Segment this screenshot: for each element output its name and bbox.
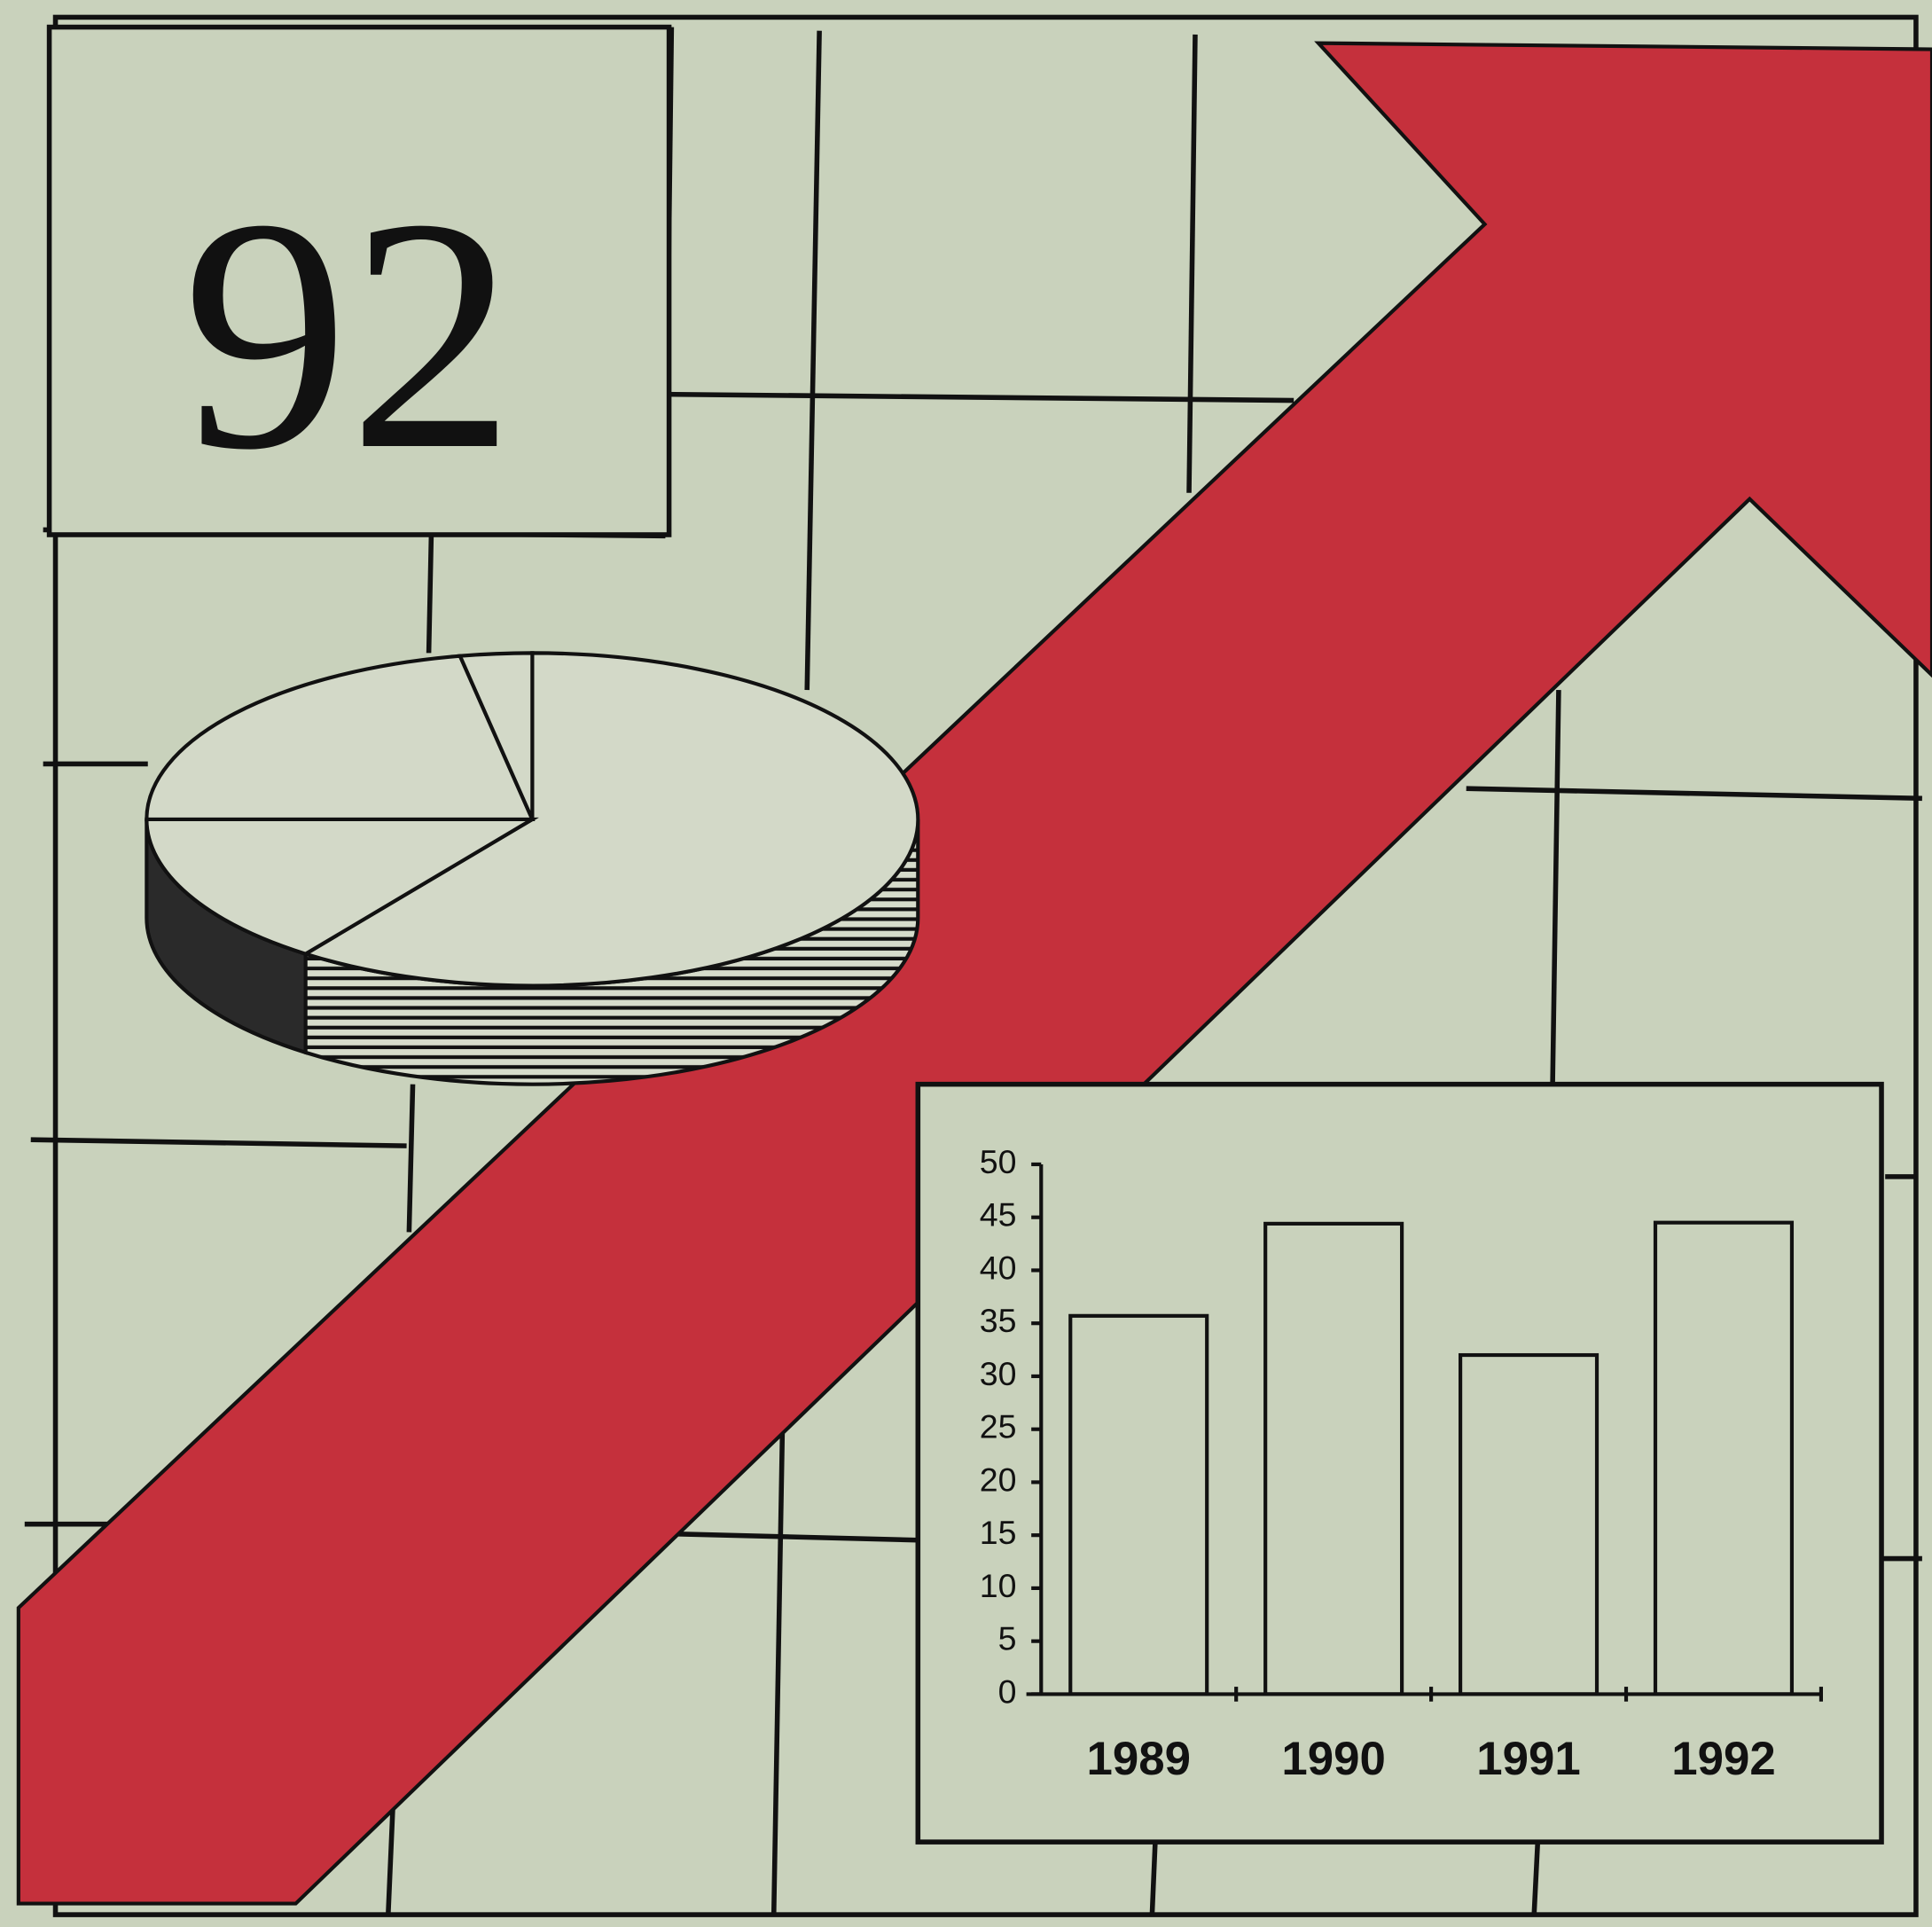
y-tick-label: 30 <box>980 1355 1017 1392</box>
bar-chart: 0 5 10 15 20 25 30 35 40 45 50 1989 1990 1991 1992 <box>980 1143 1824 1785</box>
bar <box>1068 1313 1209 1696</box>
bar <box>1653 1220 1795 1696</box>
y-tick-label: 50 <box>980 1143 1017 1180</box>
y-tick-label: 0 <box>998 1672 1017 1710</box>
y-tick-label: 25 <box>980 1408 1017 1445</box>
y-tick-label: 45 <box>980 1196 1017 1234</box>
bar-chart-panel <box>915 1081 1884 1845</box>
bar <box>1459 1352 1600 1696</box>
pie-slice <box>301 651 920 988</box>
y-tick-label: 5 <box>998 1620 1017 1657</box>
y-tick-label: 20 <box>980 1461 1017 1498</box>
y-tick-label: 35 <box>980 1302 1017 1339</box>
bar <box>1263 1221 1404 1696</box>
pie-chart <box>145 651 920 1086</box>
trend-arrow <box>16 41 1932 1906</box>
y-tick-label: 15 <box>980 1514 1017 1551</box>
pie-slice <box>145 654 536 822</box>
pie-slice <box>145 817 539 956</box>
year-box <box>46 24 672 537</box>
pie-slice <box>457 651 535 820</box>
x-tick-label: 1989 <box>1086 1733 1190 1785</box>
y-tick-label: 10 <box>980 1567 1017 1604</box>
x-tick-label: 1991 <box>1476 1733 1580 1785</box>
year-label: 92 <box>183 151 515 519</box>
x-tick-label: 1992 <box>1671 1733 1775 1785</box>
y-tick-label: 40 <box>980 1249 1017 1286</box>
x-tick-label: 1990 <box>1281 1733 1385 1785</box>
